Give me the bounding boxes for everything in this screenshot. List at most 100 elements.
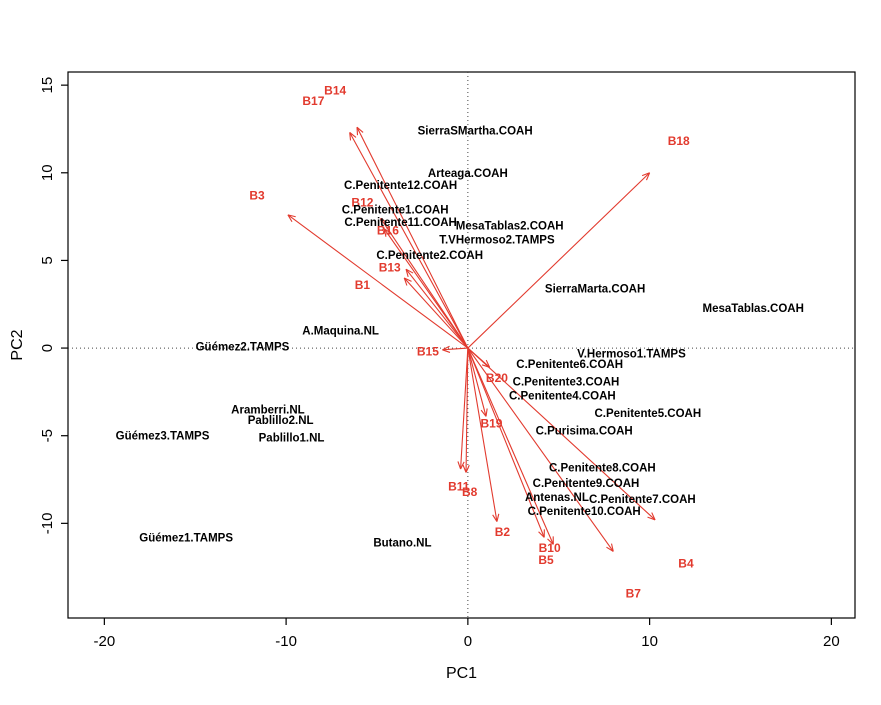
vector-label-B3: B3 — [249, 189, 265, 203]
loading-vector-B5 — [467, 347, 554, 545]
site-label: C.Penitente12.COAH — [344, 180, 457, 192]
site-label: T.VHermoso2.TAMPS — [439, 234, 555, 246]
x-tick-label: 10 — [641, 633, 658, 650]
vector-label-B8: B8 — [462, 485, 478, 499]
loading-vector-B3 — [287, 214, 469, 349]
loading-vector-B17 — [349, 132, 469, 349]
arrowhead — [651, 512, 656, 521]
loading-vector-B1 — [405, 268, 469, 349]
vector-label-B12: B12 — [351, 196, 373, 210]
arrowhead — [610, 543, 614, 552]
site-label: C.Purisima.COAH — [536, 425, 633, 437]
arrowhead — [356, 126, 364, 133]
arrowhead — [481, 364, 490, 368]
x-axis-title: PC1 — [446, 665, 477, 682]
site-label: Aramberri.NL — [231, 404, 305, 416]
arrowhead — [496, 513, 500, 522]
vector-label-B16: B16 — [377, 224, 399, 238]
vector-label-B7: B7 — [626, 586, 642, 600]
loading-vector-B13 — [403, 277, 469, 349]
arrowhead — [645, 172, 651, 181]
site-label: V.Hermoso1.TAMPS — [577, 348, 686, 360]
site-label: MesaTablas2.COAH — [456, 220, 564, 232]
site-label: SierraSMartha.COAH — [418, 126, 533, 138]
vector-label-B18: B18 — [668, 134, 690, 148]
arrowhead — [403, 277, 408, 286]
loading-vector-B18 — [467, 172, 650, 349]
site-label: Pablillo2.NL — [248, 415, 314, 427]
y-tick-label: 15 — [39, 77, 56, 94]
site-label: A.Maquina.NL — [302, 326, 379, 338]
loading-vector-B10 — [467, 347, 545, 538]
vector-label-B20: B20 — [486, 371, 508, 385]
site-label: Güémez2.TAMPS — [196, 341, 290, 353]
arrowhead — [442, 345, 450, 351]
site-label: Pablillo1.NL — [259, 432, 325, 444]
arrowhead — [547, 538, 554, 545]
loading-vector-B2 — [467, 347, 498, 522]
arrowhead — [287, 214, 296, 218]
site-label: Arteaga.COAH — [428, 168, 508, 180]
site-label: C.Penitente1.COAH — [342, 205, 449, 217]
y-tick-label: 0 — [39, 344, 56, 352]
vector-label-B17: B17 — [302, 94, 324, 108]
loading-vector-B7 — [467, 347, 614, 552]
vector-label-B1: B1 — [355, 278, 371, 292]
site-label: C.Penitente10.COAH — [528, 506, 641, 518]
arrowhead — [383, 228, 392, 234]
x-tick-label: 20 — [823, 633, 840, 650]
vector-label-B19: B19 — [480, 416, 502, 430]
plot-border — [67, 71, 856, 619]
arrowhead — [287, 214, 293, 223]
site-label: C.Penitente5.COAH — [594, 408, 701, 420]
arrowhead — [405, 268, 414, 274]
y-tick-label: 5 — [39, 256, 56, 264]
arrowhead — [485, 359, 491, 368]
loading-vector-B8 — [465, 348, 469, 473]
arrowhead — [606, 546, 614, 552]
arrowhead — [349, 132, 357, 138]
x-tick-label: -20 — [94, 633, 116, 650]
site-label: C.Penitente3.COAH — [513, 376, 620, 388]
arrowhead — [380, 217, 388, 224]
site-label: MesaTablas.COAH — [703, 303, 804, 315]
vector-label-B15: B15 — [417, 345, 439, 359]
vector-label-B10: B10 — [539, 541, 561, 555]
arrowhead — [356, 127, 359, 136]
arrowhead — [404, 277, 412, 282]
site-label: C.Penitente8.COAH — [549, 462, 656, 474]
arrowhead — [480, 409, 487, 417]
site-label: Güémez1.TAMPS — [139, 532, 233, 544]
site-label: Antenas.NL — [525, 492, 589, 504]
arrowhead — [538, 531, 545, 538]
site-label: C.Penitente11.COAH — [344, 217, 456, 229]
arrowhead — [349, 132, 352, 141]
x-tick-label: -10 — [275, 633, 297, 650]
site-label: C.Penitente2.COAH — [376, 250, 483, 262]
arrowhead — [383, 228, 387, 237]
arrowhead — [442, 349, 451, 353]
loading-vector-B20 — [467, 347, 491, 368]
vector-label-B4: B4 — [678, 557, 694, 571]
vector-label-B2: B2 — [495, 525, 511, 539]
arrowhead — [465, 464, 470, 473]
site-label: SierraMarta.COAH — [545, 283, 645, 295]
vector-label-B11: B11 — [448, 480, 470, 494]
arrowhead — [380, 218, 383, 227]
x-tick-label: 0 — [464, 633, 472, 650]
site-label: Güémez3.TAMPS — [116, 431, 210, 443]
loading-vector-B15 — [442, 347, 468, 351]
arrowhead — [485, 408, 488, 417]
arrowhead — [462, 464, 467, 473]
loading-vector-B14 — [356, 126, 469, 349]
vector-label-B5: B5 — [538, 553, 554, 567]
site-label: Butano.NL — [373, 538, 431, 550]
y-tick-label: -5 — [39, 429, 56, 442]
arrowhead — [492, 514, 498, 522]
arrowhead — [457, 461, 462, 470]
arrowhead — [647, 516, 656, 521]
arrowhead — [460, 461, 465, 470]
y-tick-label: 10 — [39, 164, 56, 181]
site-label: C.Penitente6.COAH — [516, 359, 623, 371]
